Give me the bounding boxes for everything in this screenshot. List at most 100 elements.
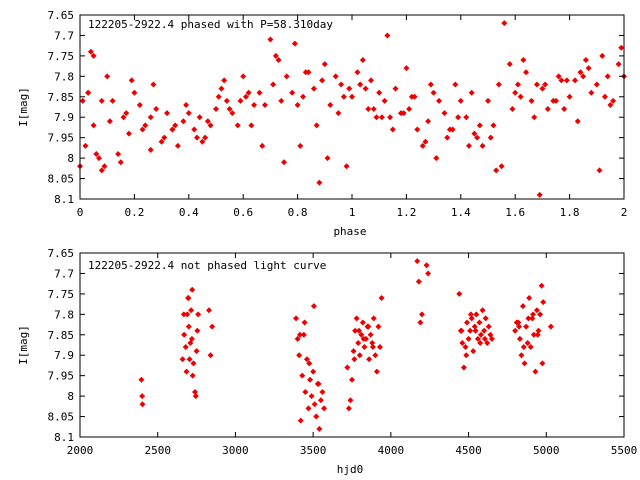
data-point bbox=[376, 344, 383, 351]
y-tick-label: 8 bbox=[67, 390, 74, 403]
data-point bbox=[354, 69, 361, 76]
data-point bbox=[180, 311, 187, 318]
data-point bbox=[261, 101, 268, 108]
data-point bbox=[561, 106, 568, 113]
data-point bbox=[351, 356, 358, 363]
data-point bbox=[283, 73, 290, 80]
data-point bbox=[358, 331, 365, 338]
x-tick-label: 1 bbox=[349, 206, 356, 219]
y-tick-label: 7.8 bbox=[54, 70, 74, 83]
data-point bbox=[345, 405, 352, 412]
data-point bbox=[472, 327, 479, 334]
data-point bbox=[321, 61, 328, 68]
data-point bbox=[422, 138, 429, 145]
y-tick-label: 7.95 bbox=[48, 370, 75, 383]
data-point bbox=[462, 344, 469, 351]
data-point bbox=[519, 303, 526, 310]
data-point bbox=[553, 97, 559, 104]
data-point bbox=[147, 146, 154, 153]
data-point bbox=[436, 97, 443, 104]
data-point bbox=[259, 142, 266, 149]
data-point bbox=[123, 110, 130, 117]
data-point bbox=[355, 327, 362, 334]
data-point bbox=[566, 93, 573, 100]
data-point bbox=[360, 335, 367, 342]
data-point bbox=[303, 356, 310, 363]
data-point bbox=[471, 130, 478, 137]
data-point bbox=[221, 77, 228, 84]
data-point bbox=[355, 339, 362, 346]
data-point bbox=[463, 352, 470, 359]
data-point bbox=[172, 122, 179, 129]
data-point bbox=[452, 81, 459, 88]
data-point bbox=[370, 315, 377, 322]
data-point bbox=[518, 352, 525, 359]
data-point bbox=[109, 97, 116, 104]
data-point bbox=[520, 56, 527, 63]
y-tick-label: 7.9 bbox=[54, 349, 74, 362]
data-point bbox=[610, 97, 617, 104]
data-point bbox=[82, 142, 89, 149]
data-point bbox=[530, 331, 537, 338]
data-point bbox=[300, 331, 307, 338]
data-point bbox=[414, 126, 421, 133]
data-point bbox=[209, 323, 216, 330]
data-point bbox=[321, 405, 328, 412]
data-point bbox=[463, 114, 470, 121]
data-point bbox=[471, 323, 478, 330]
data-point bbox=[604, 73, 611, 80]
phased-points bbox=[77, 20, 627, 198]
data-point bbox=[305, 405, 312, 412]
data-point bbox=[538, 282, 545, 289]
data-point bbox=[195, 311, 202, 318]
data-point bbox=[186, 356, 193, 363]
data-point bbox=[419, 142, 426, 149]
data-point bbox=[596, 167, 603, 174]
data-point bbox=[90, 122, 97, 129]
data-point bbox=[433, 155, 440, 162]
y-tick-label: 7.85 bbox=[48, 91, 75, 104]
data-point bbox=[297, 417, 304, 424]
data-point bbox=[169, 126, 176, 133]
data-point bbox=[563, 77, 570, 84]
data-point bbox=[207, 352, 214, 359]
data-point bbox=[131, 89, 138, 96]
data-point bbox=[400, 110, 407, 117]
data-point bbox=[251, 101, 258, 108]
data-point bbox=[506, 61, 513, 68]
data-point bbox=[478, 331, 485, 338]
data-point bbox=[403, 65, 410, 72]
data-point bbox=[183, 368, 190, 375]
data-point bbox=[547, 323, 554, 330]
data-point bbox=[593, 81, 600, 88]
data-point bbox=[423, 262, 430, 269]
data-point bbox=[376, 89, 383, 96]
data-point bbox=[98, 97, 105, 104]
data-point bbox=[139, 126, 146, 133]
data-point bbox=[465, 335, 472, 342]
data-point bbox=[349, 93, 355, 100]
data-point bbox=[417, 319, 424, 326]
y-tick-label: 7.95 bbox=[48, 132, 75, 145]
data-point bbox=[539, 85, 546, 92]
data-point bbox=[449, 126, 456, 133]
data-point bbox=[182, 344, 189, 351]
data-point bbox=[106, 118, 113, 125]
data-point bbox=[498, 163, 505, 170]
data-point bbox=[332, 73, 339, 80]
data-point bbox=[128, 77, 135, 84]
data-point bbox=[158, 138, 165, 145]
y-tick-label: 7.65 bbox=[48, 9, 75, 22]
data-point bbox=[183, 101, 190, 108]
data-point bbox=[365, 106, 372, 113]
data-point bbox=[191, 126, 198, 133]
data-point bbox=[237, 97, 244, 104]
data-point bbox=[512, 327, 519, 334]
data-point bbox=[299, 372, 306, 379]
data-point bbox=[139, 393, 146, 400]
data-point bbox=[229, 110, 236, 117]
data-point bbox=[199, 138, 206, 145]
data-point bbox=[370, 106, 377, 113]
data-point bbox=[366, 356, 373, 363]
data-point bbox=[465, 142, 472, 149]
